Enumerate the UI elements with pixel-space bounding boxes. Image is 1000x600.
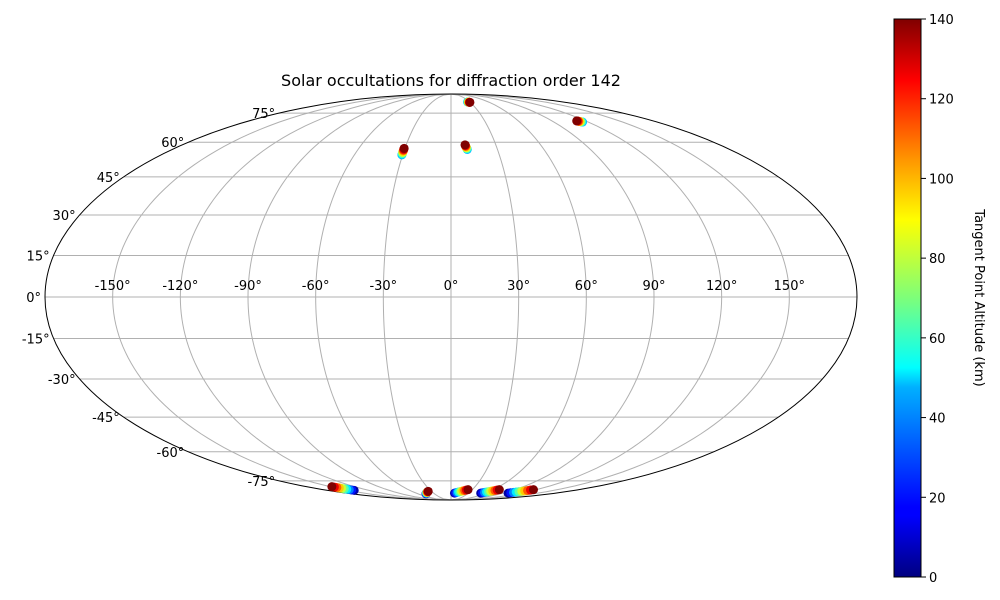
latitude-tick-label: 0° (26, 291, 41, 306)
colorbar-tick-label: 120 (929, 93, 954, 108)
latitude-tick-label: -60° (157, 446, 185, 461)
longitude-tick-label: -150° (95, 279, 131, 294)
scatter-point (423, 486, 433, 496)
latitude-tick-label: -30° (48, 373, 76, 388)
chart-title: Solar occultations for diffraction order… (281, 71, 621, 90)
longitude-tick-label: -90° (234, 279, 262, 294)
latitude-tick-label: 60° (161, 136, 184, 151)
scatter-point (460, 140, 470, 150)
map-boundary (44, 93, 858, 501)
scatter-points (327, 97, 588, 499)
colorbar-tick-label: 140 (929, 13, 954, 28)
colorbar-label: Tangent Point Altitude (km) (971, 208, 986, 386)
scatter-point (463, 485, 473, 495)
longitude-tick-label: 60° (575, 279, 598, 294)
longitude-tick-label: 30° (507, 279, 530, 294)
colorbar-tick-label: 100 (929, 172, 954, 187)
colorbar-tick-label: 80 (929, 252, 946, 267)
colorbar-tick-label: 20 (929, 491, 946, 506)
graticule (45, 94, 857, 500)
longitude-tick-label: 120° (706, 279, 737, 294)
colorbar-tick-label: 40 (929, 412, 946, 427)
scatter-point (465, 97, 475, 107)
latitude-tick-label: 75° (252, 107, 275, 122)
latitude-tick-label: -15° (22, 333, 50, 348)
latitude-tick-label: -75° (247, 475, 275, 490)
latitude-tick-label: 45° (97, 171, 120, 186)
colorbar (893, 18, 922, 578)
longitude-tick-label: 150° (774, 279, 805, 294)
colorbar-tick-label: 60 (929, 332, 946, 347)
latitude-tick-labels: -75° -60° -45° -30° -15° 0° 15° 30° 45° 60° 75° (22, 107, 275, 490)
longitude-tick-label: -120° (162, 279, 198, 294)
longitude-tick-label: 0° (444, 279, 459, 294)
longitude-tick-label: 90° (642, 279, 665, 294)
colorbar-ticks: 0 20 40 60 80 100 120 140 (921, 13, 954, 586)
scatter-point (399, 143, 409, 153)
longitude-tick-label: -60° (302, 279, 330, 294)
longitude-tick-labels: -150° -120° -90° -60° -30° 0° 30° 60° 90° 120° 150… (95, 279, 805, 294)
scatter-point (327, 482, 337, 492)
scatter-point (494, 485, 504, 495)
longitude-tick-label: -30° (369, 279, 397, 294)
scatter-point (572, 116, 582, 126)
latitude-tick-label: -45° (92, 411, 120, 426)
latitude-tick-label: 30° (53, 209, 76, 224)
scatter-point (528, 485, 538, 495)
colorbar-tick-label: 0 (929, 571, 937, 586)
latitude-tick-label: 15° (27, 249, 50, 264)
